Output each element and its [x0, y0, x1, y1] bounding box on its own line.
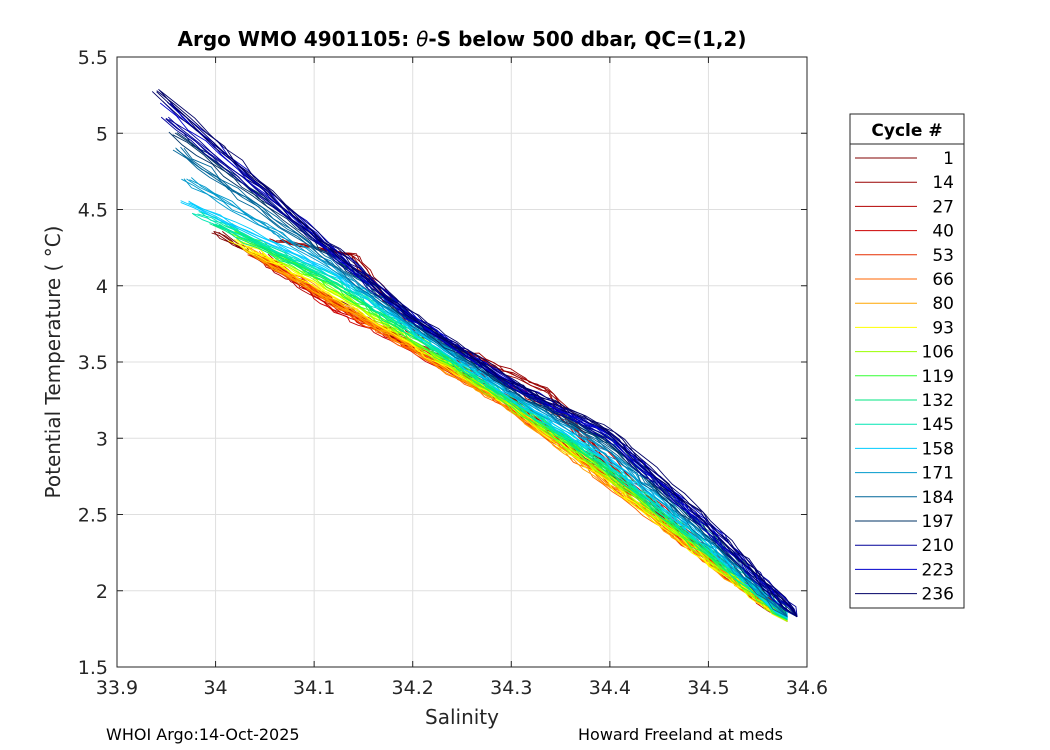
- y-axis-label: Potential Temperature ( °C): [41, 226, 65, 499]
- footer-left-text: WHOI Argo:14-Oct-2025: [106, 725, 300, 744]
- profile-line: [183, 147, 788, 617]
- series-236: [151, 88, 798, 618]
- profile-line: [160, 116, 798, 618]
- x-axis-label: Salinity: [425, 705, 499, 729]
- legend-title: Cycle #: [871, 121, 942, 141]
- legend-label: 66: [932, 270, 954, 290]
- profile-line: [156, 90, 798, 617]
- profile-line: [172, 149, 788, 618]
- x-tick-label: 34.5: [687, 677, 729, 699]
- y-tick-label: 3.5: [78, 352, 108, 374]
- legend-label: 119: [922, 367, 954, 387]
- profile-line: [209, 223, 788, 621]
- chart-title-prefix: Argo WMO 4901105:: [178, 27, 417, 51]
- legend-label: 223: [922, 560, 954, 580]
- profile-line: [234, 239, 788, 622]
- profile-line: [176, 149, 788, 618]
- profile-line: [242, 248, 788, 622]
- legend-items: 1 14 27 40 53 66 80 93 106 119 132 145 158 171 184 197 2…: [855, 149, 954, 605]
- legend-label: 158: [922, 439, 954, 459]
- y-tick-label: 4: [96, 276, 108, 298]
- y-tick-label: 3: [96, 428, 108, 450]
- legend-label: 40: [932, 222, 954, 242]
- legend-label: 27: [932, 197, 954, 217]
- profile-line: [212, 224, 788, 621]
- legend-label: 80: [932, 294, 954, 314]
- legend-label: 93: [932, 318, 954, 338]
- x-tick-label: 34.4: [589, 677, 631, 699]
- legend-label: 197: [922, 512, 954, 532]
- y-tick-label: 5.5: [78, 47, 108, 69]
- x-tick-label: 34.3: [490, 677, 532, 699]
- legend-box: [849, 113, 965, 609]
- x-tick-label: 34.2: [392, 677, 434, 699]
- chart-title-suffix: -S below 500 dbar, QC=(1,2): [428, 27, 746, 51]
- y-tick-label: 2: [96, 581, 108, 603]
- x-tick-label: 34.1: [293, 677, 335, 699]
- legend-label: 14: [932, 173, 954, 193]
- y-tick-label: 2.5: [78, 505, 108, 527]
- axes: 33.9 34 34.1 34.2 34.3 34.4 34.5 34.6 1.5 2 2.5 3 3.…: [78, 47, 828, 699]
- legend-label: 210: [922, 536, 954, 556]
- x-tick-label: 34.6: [786, 677, 828, 699]
- x-tick-label: 33.9: [96, 677, 138, 699]
- x-tick-label: 34: [203, 677, 227, 699]
- legend-label: 53: [932, 246, 954, 266]
- legend: Cycle # 1 14 27 40 53 66 80 93 106 119 132 145 158 17…: [849, 113, 965, 609]
- legend-label: 1: [943, 149, 954, 169]
- legend-label: 171: [922, 464, 954, 484]
- legend-label: 236: [922, 585, 954, 605]
- data-lines: [151, 88, 798, 622]
- chart-title: Argo WMO 4901105: θ-S below 500 dbar, QC…: [178, 27, 747, 51]
- y-tick-label: 4.5: [78, 200, 108, 222]
- profile-line: [192, 213, 788, 619]
- chart-title-symbol: θ: [416, 27, 428, 51]
- profile-line: [180, 201, 788, 619]
- legend-label: 106: [922, 343, 954, 363]
- footer-right-text: Howard Freeland at meds: [578, 725, 783, 744]
- profile-line: [218, 223, 788, 621]
- legend-label: 132: [922, 391, 954, 411]
- legend-label: 145: [922, 415, 954, 435]
- y-tick-label: 5: [96, 123, 108, 145]
- profile-line: [159, 90, 798, 617]
- profile-line: [197, 213, 788, 619]
- legend-label: 184: [922, 488, 954, 508]
- y-tick-label: 1.5: [78, 657, 108, 679]
